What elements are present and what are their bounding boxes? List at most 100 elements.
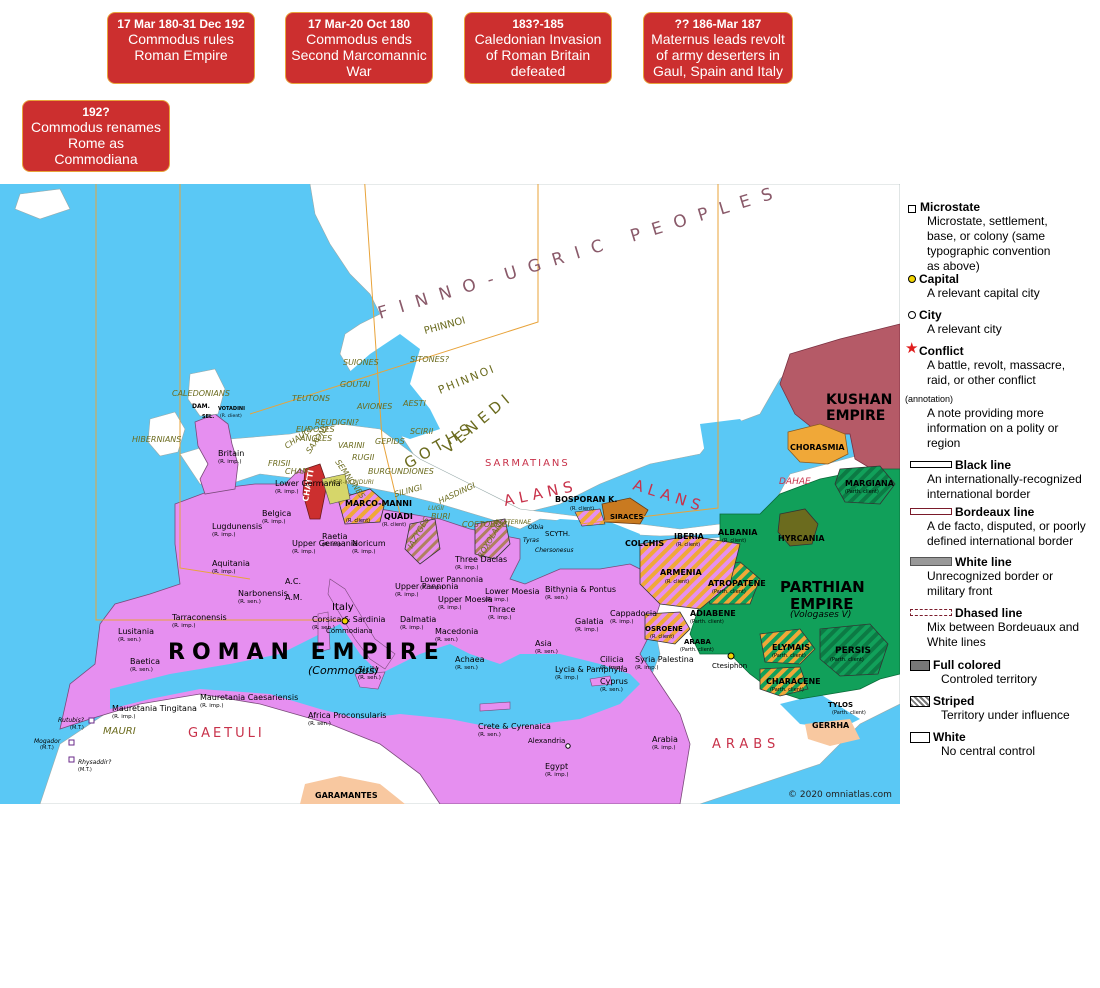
callout-date: 192? bbox=[82, 105, 110, 119]
callout-marcomannic-war[interactable]: 17 Mar-20 Oct 180 Commodus ends Second M… bbox=[285, 12, 433, 84]
label-italy: Italy bbox=[332, 602, 354, 613]
legend-desc: Unrecognized border or military front bbox=[927, 569, 1054, 598]
mogador-microstate[interactable] bbox=[68, 739, 75, 746]
label-parthian-ruler: (Vologases V) bbox=[790, 610, 851, 620]
label-araba: ARABA bbox=[684, 638, 712, 646]
white-swatch-icon bbox=[910, 732, 930, 743]
label-caledonians: CALEDONIANS bbox=[172, 389, 230, 398]
label-buri: BURI bbox=[431, 512, 451, 521]
rhysaddir-microstate[interactable] bbox=[68, 756, 75, 763]
province-sublabel: (R. imp.) bbox=[438, 605, 462, 611]
caledonia-region bbox=[187, 368, 226, 417]
legend-title: Dhased line bbox=[955, 606, 1023, 620]
label-hyrcania: HYRCANIA bbox=[778, 534, 825, 543]
label-albania: ALBANIA bbox=[718, 528, 758, 537]
province-label: Mauretania Caesariensis bbox=[200, 693, 298, 702]
label-gerrha: GERRHA bbox=[812, 721, 850, 730]
label-commodiana: Commodiana bbox=[326, 627, 373, 635]
province-sublabel: (R. imp.) bbox=[600, 665, 624, 671]
city-markers: Italy Commodiana Ctesiphon Alexandria Ty… bbox=[34, 524, 747, 773]
label-tyras: Tyras bbox=[523, 537, 539, 544]
label-chorasmia: CHORASMIA bbox=[790, 443, 845, 452]
province-label: Tarraconensis bbox=[171, 613, 227, 622]
label-marcomanni: MARCO-MANNI bbox=[345, 499, 412, 508]
chatti-region bbox=[302, 463, 328, 520]
legend-title: Black line bbox=[955, 458, 1012, 472]
bordeaux-line-icon bbox=[910, 508, 952, 515]
province-label: Raetia bbox=[322, 532, 348, 541]
province-sublabel: (R. imp.) bbox=[555, 675, 579, 681]
crete-island bbox=[479, 701, 511, 712]
province-label: Dalmatia bbox=[400, 615, 436, 624]
province-label: Mauretania Tingitana bbox=[112, 704, 197, 713]
legend-title: White bbox=[933, 730, 966, 744]
label-iberia-sub: (R. client) bbox=[676, 542, 700, 548]
province-sublabel: (R. imp.) bbox=[218, 459, 242, 465]
label-roman-ruler: (Commodus) bbox=[308, 664, 379, 677]
callout-caledonian-invasion[interactable]: 183?-185 Caledonian Invasion of Roman Br… bbox=[464, 12, 612, 84]
legend-desc: A de facto, disputed, or poorly defined … bbox=[927, 519, 1086, 548]
province-label: Narbonensis bbox=[238, 589, 288, 598]
striped-swatch-icon bbox=[910, 696, 930, 707]
province-label: Achaea bbox=[455, 655, 485, 664]
label-mauri: MAURI bbox=[103, 726, 136, 737]
province-label: Lusitania bbox=[118, 627, 154, 636]
legend-desc: No central control bbox=[941, 744, 1036, 758]
callout-commodiana[interactable]: 192? Commodus renames Rome as Commodiana bbox=[22, 100, 170, 172]
label-osroene-sub: (R. client) bbox=[650, 634, 674, 640]
province-label: Upper Germania bbox=[292, 539, 358, 548]
label-quadi-sub: (R. client) bbox=[382, 522, 406, 528]
province-label: Lower Germania bbox=[275, 479, 341, 488]
roxolani-region bbox=[474, 518, 511, 560]
label-parthian-2: EMPIRE bbox=[790, 595, 854, 613]
map-canvas[interactable]: FINNO-UGRIC PEOPLES GOTHS VENEDI ALANS A… bbox=[0, 184, 900, 804]
rutubis-microstate[interactable] bbox=[88, 717, 95, 724]
province-sublabel: (R. imp.) bbox=[545, 772, 569, 778]
legend-striped: Striped Territory under influence bbox=[905, 694, 1100, 730]
label-roman-empire: ROMAN EMPIRE bbox=[168, 640, 446, 665]
label-tylos-sub: (Parth. client) bbox=[832, 710, 866, 716]
label-cham: CHAM. bbox=[285, 467, 312, 476]
callout-date: 17 Mar 180-31 Dec 192 bbox=[117, 17, 245, 31]
province-label: Bithynia & Pontus bbox=[545, 585, 616, 594]
callout-commodus-rules[interactable]: 17 Mar 180-31 Dec 192 Commodus rules Rom… bbox=[107, 12, 255, 84]
kushan-empire-region bbox=[779, 323, 900, 475]
commodiana-capital-dot[interactable] bbox=[341, 617, 349, 625]
province-label: Lower Pannonia bbox=[420, 575, 483, 584]
province-label: Baetica bbox=[130, 657, 160, 666]
province-sublabel: (R. imp.) bbox=[212, 569, 236, 575]
province-sublabel: (R. sen.) bbox=[312, 625, 335, 631]
province-label: Africa Proconsularis bbox=[308, 711, 386, 720]
label-characene-sub: (Parth. client) bbox=[770, 687, 804, 693]
label-aesti: AESTI bbox=[402, 399, 426, 408]
alexandria-city-dot[interactable] bbox=[565, 743, 571, 749]
label-selg: SEL. bbox=[202, 414, 214, 420]
label-persis: PERSIS bbox=[835, 646, 871, 656]
callout-date: 17 Mar-20 Oct 180 bbox=[307, 17, 411, 31]
label-rutubis-sub: (M.T.) bbox=[70, 725, 84, 731]
baltic-sea bbox=[330, 334, 440, 439]
britain-region bbox=[194, 413, 239, 495]
province-label: Upper Pannonia bbox=[395, 582, 458, 591]
province-sublabel: (R. imp.) bbox=[400, 625, 424, 631]
callout-text: Commodus renames Rome as Commodiana bbox=[31, 119, 161, 167]
legend-title: Capital bbox=[919, 272, 960, 286]
full-swatch-icon bbox=[910, 660, 930, 671]
callout-text: Commodus rules Roman Empire bbox=[128, 31, 234, 63]
legend-title: (annotation) bbox=[905, 394, 954, 404]
label-quadi: QUADI bbox=[384, 512, 413, 521]
province-sublabel: (R. imp.) bbox=[652, 745, 676, 751]
ctesiphon-capital-dot[interactable] bbox=[727, 652, 735, 660]
label-rhysaddir-sub: (M.T.) bbox=[78, 767, 92, 773]
province-sublabel: (R. sen.) bbox=[535, 649, 558, 655]
dashed-line-icon bbox=[910, 609, 952, 616]
province-label: Thrace bbox=[487, 605, 516, 614]
province-label: Crete & Cyrenaica bbox=[478, 722, 551, 731]
label-osroene: OSROENE bbox=[645, 625, 683, 633]
label-chersonesus: Chersonesus bbox=[535, 547, 574, 554]
province-label: Lower Moesia bbox=[485, 587, 540, 596]
callout-maternus-revolt[interactable]: ?? 186-Mar 187 Maternus leads revolt of … bbox=[643, 12, 793, 84]
label-aviones: AVIONES bbox=[356, 402, 392, 411]
italy-peninsula bbox=[327, 578, 396, 670]
province-label: A.M. bbox=[285, 593, 302, 602]
